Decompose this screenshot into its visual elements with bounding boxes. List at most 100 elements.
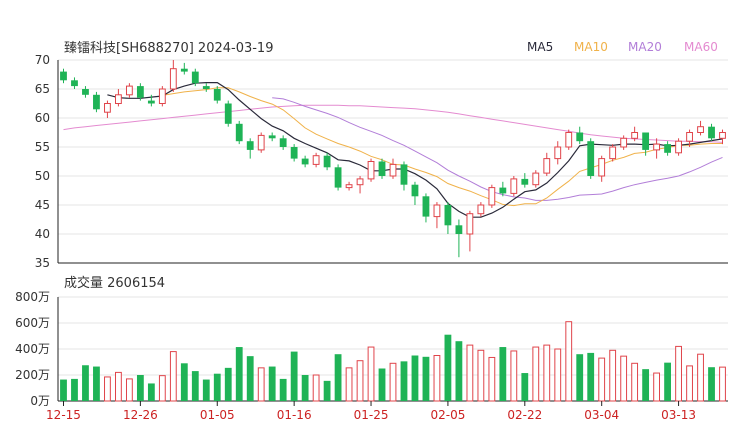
candle-body bbox=[697, 126, 704, 133]
candle-body bbox=[708, 126, 715, 139]
price-tick-label: 70 bbox=[35, 53, 50, 67]
volume-bar bbox=[115, 371, 122, 402]
candle-body bbox=[642, 132, 650, 150]
candle-body bbox=[455, 225, 463, 234]
candle-body bbox=[125, 85, 133, 96]
candle bbox=[433, 202, 441, 229]
candle bbox=[367, 158, 375, 182]
candle-body bbox=[532, 172, 540, 186]
volume-bar bbox=[104, 376, 111, 402]
date-tick-label: 02-22 bbox=[507, 408, 542, 422]
ma5-line bbox=[107, 81, 723, 218]
price-tick-label: 65 bbox=[35, 82, 50, 96]
volume-bar bbox=[466, 344, 474, 402]
volume-bar bbox=[653, 372, 661, 402]
volume-bar bbox=[378, 368, 386, 401]
candle-body bbox=[202, 86, 210, 89]
volume-bar bbox=[345, 367, 353, 402]
volume-bar bbox=[686, 365, 693, 402]
volume-bar bbox=[543, 344, 551, 402]
candle-body bbox=[433, 204, 441, 218]
price-tick-label: 55 bbox=[35, 140, 50, 154]
candle bbox=[554, 141, 562, 165]
candle bbox=[499, 181, 507, 197]
candle-body bbox=[499, 187, 507, 194]
candle-body bbox=[686, 132, 693, 142]
volume-tick-label: 400万 bbox=[15, 342, 50, 356]
candle-body bbox=[82, 89, 89, 95]
candle bbox=[235, 120, 243, 145]
candle-body bbox=[191, 71, 199, 84]
volume-bar bbox=[477, 349, 485, 402]
volume-tick-label: 600万 bbox=[15, 316, 50, 330]
volume-bar bbox=[224, 367, 232, 401]
candle bbox=[158, 86, 166, 107]
candle bbox=[345, 181, 353, 191]
candle-body bbox=[279, 138, 287, 147]
volume-bar bbox=[675, 345, 682, 402]
candlestick-series bbox=[60, 60, 726, 258]
volume-bar bbox=[609, 349, 617, 402]
candle-body bbox=[411, 184, 419, 197]
candle bbox=[686, 129, 693, 147]
volume-bar bbox=[257, 367, 265, 402]
candle-body bbox=[466, 213, 474, 235]
candle-body bbox=[521, 178, 529, 185]
candle-body bbox=[620, 137, 628, 148]
price-tick-label: 60 bbox=[35, 111, 50, 125]
ma60-line bbox=[63, 104, 723, 143]
volume-bar bbox=[279, 378, 287, 401]
volume-bar bbox=[191, 371, 199, 401]
candle-body bbox=[257, 134, 265, 151]
candle bbox=[565, 129, 573, 150]
price-tick-label: 45 bbox=[35, 198, 50, 212]
candle bbox=[642, 132, 650, 156]
candle-body bbox=[334, 167, 342, 188]
price-tick-label: 40 bbox=[35, 227, 50, 241]
candle bbox=[191, 68, 199, 87]
volume-bar bbox=[587, 352, 595, 401]
volume-bar bbox=[268, 366, 276, 401]
volume-bar bbox=[642, 369, 650, 401]
legend-ma20: MA20 bbox=[628, 40, 662, 54]
candle-body bbox=[180, 68, 188, 72]
candle-body bbox=[169, 68, 177, 90]
volume-tick-label: 0万 bbox=[30, 394, 50, 408]
price-tick-label: 50 bbox=[35, 169, 50, 183]
candle bbox=[411, 181, 419, 205]
candle bbox=[169, 60, 177, 92]
volume-bar bbox=[169, 351, 177, 402]
volume-bar bbox=[433, 355, 441, 402]
candle bbox=[455, 219, 463, 258]
candle bbox=[268, 132, 276, 142]
volume-title: 成交量 2606154 bbox=[64, 275, 165, 291]
candle bbox=[400, 161, 408, 191]
volume-bar bbox=[708, 367, 715, 401]
candle-body bbox=[356, 178, 364, 186]
volume-bar-series bbox=[60, 321, 726, 402]
volume-bar bbox=[488, 356, 496, 402]
candle-body bbox=[576, 132, 584, 142]
volume-bar bbox=[576, 354, 584, 401]
volume-bar bbox=[60, 379, 67, 401]
volume-bar bbox=[82, 365, 89, 401]
volume-bar bbox=[554, 348, 562, 402]
candle bbox=[444, 202, 452, 234]
candle bbox=[664, 141, 671, 156]
volume-bar bbox=[455, 341, 463, 401]
volume-tick-label: 200万 bbox=[15, 368, 50, 382]
candle bbox=[675, 138, 682, 156]
candle-body bbox=[400, 164, 408, 185]
candle bbox=[598, 155, 606, 182]
candle bbox=[532, 170, 540, 188]
candle-body bbox=[136, 86, 144, 98]
volume-bar bbox=[235, 347, 243, 401]
candle bbox=[356, 176, 364, 194]
date-tick-label: 01-16 bbox=[277, 408, 312, 422]
volume-bar bbox=[719, 366, 726, 402]
volume-bar bbox=[213, 373, 221, 401]
volume-bar bbox=[158, 375, 166, 402]
candle-body bbox=[115, 94, 122, 105]
volume-bar bbox=[180, 363, 188, 401]
